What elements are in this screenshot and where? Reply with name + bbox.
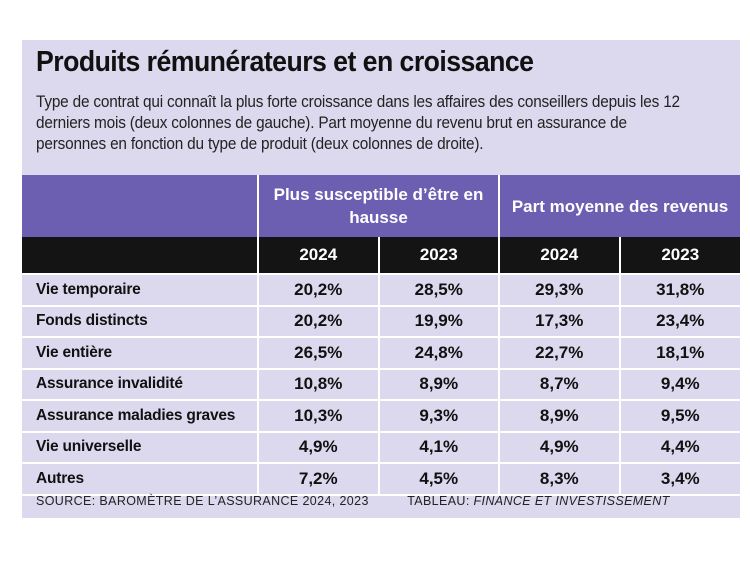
group-header-revenue-share: Part moyenne des revenus [498, 175, 741, 237]
value-cell: 4,1% [377, 431, 500, 464]
value-cell: 4,5% [377, 463, 500, 496]
empty-year-cell [22, 237, 258, 274]
table-description: Type de contrat qui connaît la plus fort… [36, 93, 680, 153]
value-cell: 18,1% [618, 337, 741, 370]
table-row: Vie temporaire 20,2% 28,5% 29,3% 31,8% [22, 273, 741, 307]
data-table: Plus susceptible d’être en hausse Part m… [22, 175, 741, 496]
value-cell: 20,2% [257, 305, 379, 338]
value-cell: 9,3% [377, 400, 500, 433]
value-cell: 4,4% [618, 431, 741, 464]
value-cell: 8,7% [498, 368, 620, 401]
credit-prefix: TABLEAU: [407, 493, 474, 508]
value-cell: 4,9% [498, 431, 620, 464]
empty-header-cell [22, 175, 258, 237]
table-row: Assurance invalidité 10,8% 8,9% 8,7% 9,4… [22, 368, 741, 401]
row-label: Vie entière [22, 337, 258, 370]
year-header: 2023 [618, 237, 741, 274]
value-cell: 24,8% [377, 337, 500, 370]
table-row: Vie universelle 4,9% 4,1% 4,9% 4,4% [22, 431, 741, 464]
value-cell: 20,2% [257, 273, 379, 307]
value-cell: 31,8% [618, 273, 741, 307]
table-row: Autres 7,2% 4,5% 8,3% 3,4% [22, 463, 741, 496]
source-label: SOURCE: BAROMÈTRE DE L’ASSURANCE 2024, 2… [36, 493, 369, 508]
value-cell: 23,4% [618, 305, 741, 338]
value-cell: 8,9% [377, 368, 500, 401]
value-cell: 10,3% [257, 400, 379, 433]
year-header: 2023 [377, 237, 500, 274]
value-cell: 19,9% [377, 305, 500, 338]
value-cell: 3,4% [618, 463, 741, 496]
value-cell: 29,3% [498, 273, 620, 307]
value-cell: 26,5% [257, 337, 379, 370]
credit-name: FINANCE ET INVESTISSEMENT [473, 493, 670, 508]
value-cell: 9,5% [618, 400, 741, 433]
year-header-row: 2024 2023 2024 2023 [22, 237, 741, 274]
table-row: Vie entière 26,5% 24,8% 22,7% 18,1% [22, 337, 741, 370]
value-cell: 28,5% [377, 273, 500, 307]
value-cell: 17,3% [498, 305, 620, 338]
value-cell: 8,3% [498, 463, 620, 496]
table-credit: TABLEAU: FINANCE ET INVESTISSEMENT [407, 493, 669, 508]
row-label: Assurance invalidité [22, 368, 258, 401]
value-cell: 7,2% [257, 463, 379, 496]
row-label: Vie temporaire [22, 273, 258, 307]
source-note: SOURCE: BAROMÈTRE DE L’ASSURANCE 2024, 2… [36, 493, 708, 508]
year-header: 2024 [498, 237, 620, 274]
table-row: Fonds distincts 20,2% 19,9% 17,3% 23,4% [22, 305, 741, 338]
row-label: Autres [22, 463, 258, 496]
row-label: Assurance maladies graves [22, 400, 258, 433]
year-header: 2024 [257, 237, 379, 274]
value-cell: 4,9% [257, 431, 379, 464]
row-label: Fonds distincts [22, 305, 258, 338]
value-cell: 22,7% [498, 337, 620, 370]
value-cell: 8,9% [498, 400, 620, 433]
group-header-increase: Plus susceptible d’être en hausse [256, 175, 500, 237]
table-card: Produits rémunérateurs et en croissance … [22, 40, 741, 518]
row-label: Vie universelle [22, 431, 258, 464]
value-cell: 9,4% [618, 368, 741, 401]
page-title: Produits rémunérateurs et en croissance [36, 46, 534, 78]
table-row: Assurance maladies graves 10,3% 9,3% 8,9… [22, 400, 741, 433]
group-header-row: Plus susceptible d’être en hausse Part m… [22, 175, 741, 237]
value-cell: 10,8% [257, 368, 379, 401]
